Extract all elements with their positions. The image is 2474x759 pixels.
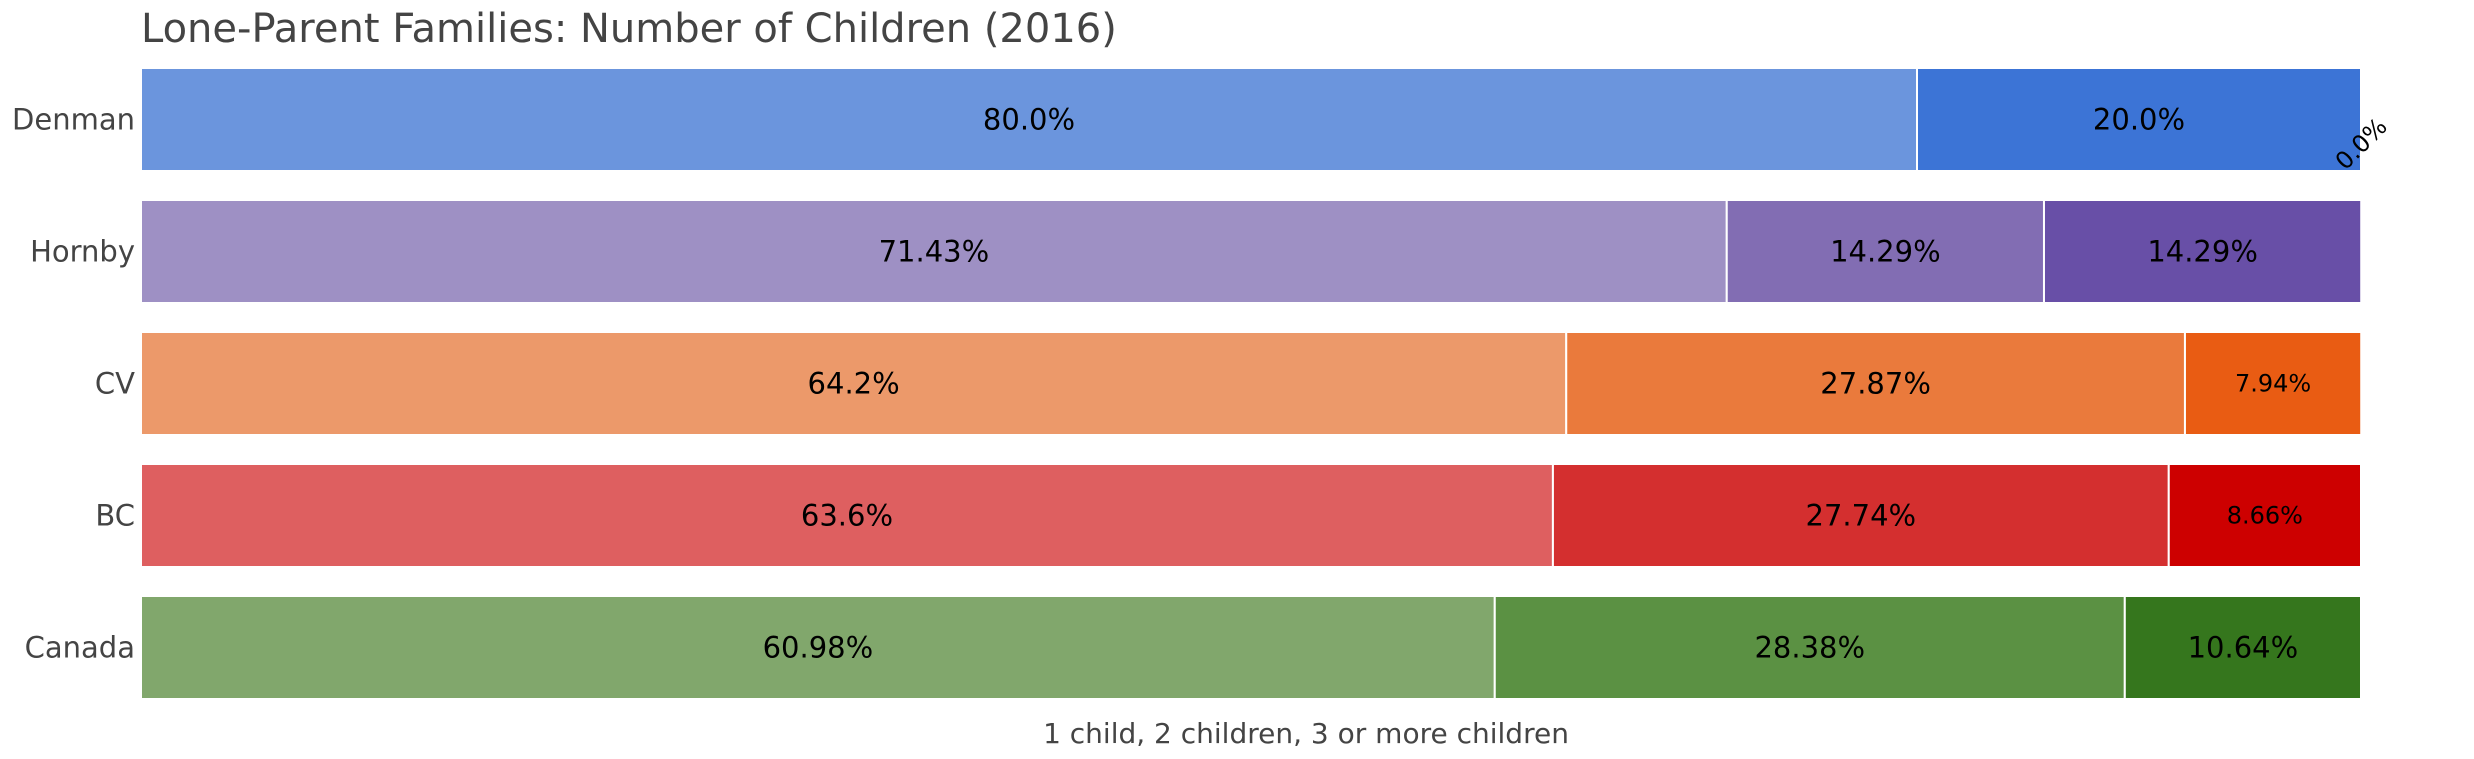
value-label-bc-3-or-more-children: 8.66%	[2227, 502, 2303, 530]
value-label-cv-2-children: 27.87%	[1820, 367, 1931, 401]
value-label-hornby-1-child: 71.43%	[879, 235, 990, 269]
bar-bc-2-children	[1551, 463, 2170, 568]
bar-denman-2-children	[1916, 67, 2362, 172]
category-label-cv: CV	[95, 367, 135, 401]
bar-hornby-2-children	[1725, 199, 2045, 304]
bars-layer	[140, 67, 2363, 700]
category-labels: Denman Hornby CV BC Canada	[12, 103, 135, 665]
value-label-cv-1-child: 64.2%	[808, 367, 900, 401]
value-label-canada-3-or-more-children: 10.64%	[2188, 631, 2299, 665]
category-label-hornby: Hornby	[30, 235, 135, 269]
bar-cv-2-children	[1565, 331, 2186, 436]
bar-hornby-1-child	[140, 199, 1728, 304]
category-label-bc: BC	[95, 499, 135, 533]
value-label-cv-3-or-more-children: 7.94%	[2235, 370, 2311, 398]
value-label-hornby-3-or-more-children: 14.29%	[2147, 235, 2258, 269]
bar-canada-3-or-more-children	[2123, 595, 2362, 700]
category-label-denman: Denman	[12, 103, 135, 137]
value-label-hornby-2-children: 14.29%	[1830, 235, 1941, 269]
value-label-bc-2-children: 27.74%	[1806, 499, 1917, 533]
x-axis-label: 1 child, 2 children, 3 or more children	[1043, 717, 1569, 750]
bar-denman-1-child	[140, 67, 1918, 172]
bar-hornby-3-or-more-children	[2042, 199, 2363, 304]
bar-bc-1-child	[140, 463, 1554, 568]
value-label-canada-1-child: 60.98%	[763, 631, 874, 665]
bar-cv-1-child	[140, 331, 1568, 436]
value-label-denman-1-child: 80.0%	[983, 103, 1075, 137]
bar-cv-3-or-more-children	[2183, 331, 2363, 436]
value-label-bc-1-child: 63.6%	[801, 499, 893, 533]
value-label-denman-2-children: 20.0%	[2093, 103, 2185, 137]
chart-title: Lone-Parent Families: Number of Children…	[141, 6, 1117, 52]
bar-canada-2-children	[1493, 595, 2126, 700]
bar-bc-3-or-more-children	[2167, 463, 2363, 568]
category-label-canada: Canada	[25, 631, 135, 665]
bar-canada-1-child	[140, 595, 1496, 700]
value-label-canada-2-children: 28.38%	[1754, 631, 1865, 665]
labels-layer: 80.0% 20.0% 0.0%71.43% 14.29% 14.29%64.2% 27.…	[763, 103, 2393, 665]
